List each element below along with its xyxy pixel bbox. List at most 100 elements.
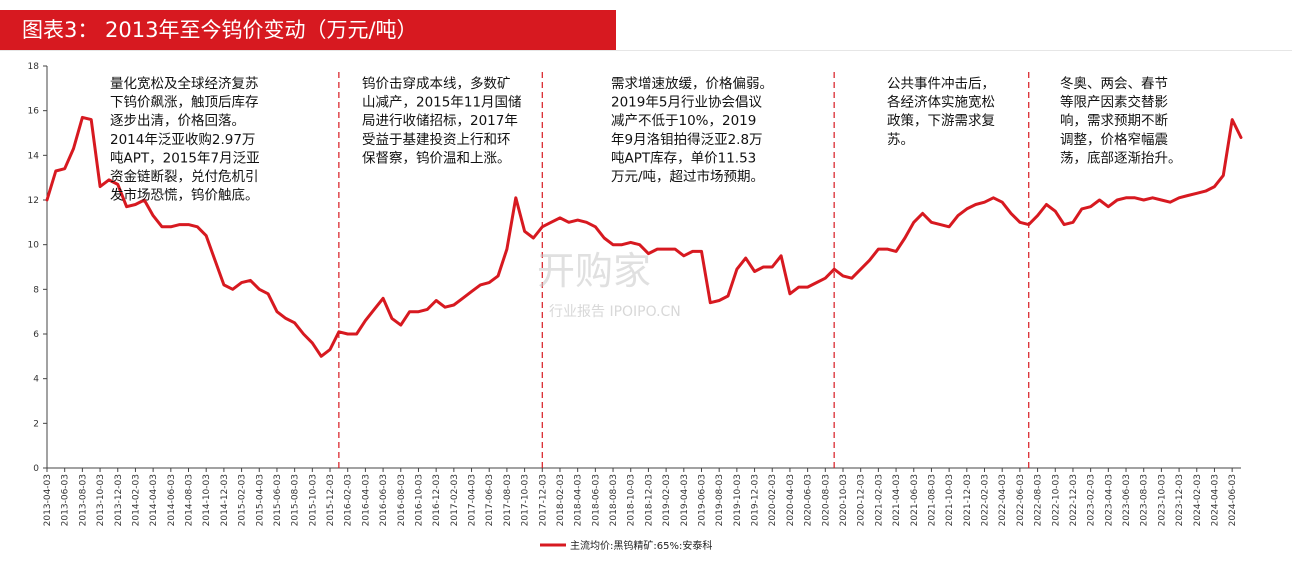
- series-line: [45, 115, 1243, 358]
- annotation-line: 公共事件冲击后，: [887, 76, 995, 92]
- watermark-site: 行业报告 IPOIPO.CN: [549, 304, 681, 320]
- x-tick-label: 2021-02-03: [874, 474, 884, 526]
- annotation-line: 量化宽松及全球经济复苏: [110, 75, 259, 92]
- x-tick-label: 2014-08-03: [185, 474, 195, 526]
- x-tick-label: 2016-12-03: [432, 474, 442, 526]
- x-tick-label: 2013-04-03: [43, 474, 53, 526]
- annotation-line: 2014年泛亚收购2.97万: [110, 132, 255, 148]
- x-tick-label: 2020-06-03: [804, 474, 814, 526]
- x-tick-label: 2021-06-03: [910, 474, 920, 526]
- x-tick-label: 2023-08-03: [1140, 474, 1150, 526]
- x-tick-label: 2022-04-03: [998, 474, 1008, 526]
- y-tick-label: 16: [28, 107, 40, 117]
- x-tick-label: 2020-12-03: [857, 474, 867, 526]
- annotation-line: 资金链断裂，兑付危机引: [110, 169, 259, 185]
- x-tick-label: 2018-12-03: [644, 474, 654, 526]
- annotation-text: 钨价击穿成本线，多数矿山减产，2015年11月国储局进行收储招标，2017年受益…: [362, 75, 522, 166]
- x-tick-label: 2018-10-03: [627, 474, 637, 526]
- x-tick-label: 2020-10-03: [839, 474, 849, 526]
- annotation-line: 调整，价格窄幅震: [1060, 131, 1168, 148]
- annotation-line: 保督察，钨价温和上涨。: [362, 149, 511, 166]
- annotation-text: 冬奥、两会、春节等限产因素交替影响，需求预期不断调整，价格窄幅震荡，底部逐渐抬升…: [1060, 75, 1182, 166]
- axes: 0 2 4 6 8 10 12 14 16 18 2013-04-03 2013-06-03 2013-…: [28, 62, 1241, 526]
- y-tick-label: 0: [33, 464, 39, 474]
- annotation-line: 政策，下游需求复: [887, 112, 995, 129]
- x-tick-label: 2020-04-03: [786, 474, 796, 526]
- x-tick-label: 2021-08-03: [927, 474, 937, 526]
- x-tick-label: 2016-06-03: [379, 474, 389, 526]
- annotation-line: 逐步出清，价格回落。: [110, 113, 245, 129]
- annotation-line: 减产不低于10%，2019: [611, 113, 756, 129]
- x-tick-label: 2024-02-03: [1193, 474, 1203, 526]
- x-tick-label: 2016-04-03: [361, 474, 371, 526]
- x-tick-label: 2019-08-03: [715, 474, 725, 526]
- annotation-line: 吨APT库存，单价11.53: [611, 150, 756, 166]
- x-tick-label: 2019-10-03: [733, 474, 743, 526]
- annotation-line: 钨价击穿成本线，多数矿: [362, 75, 511, 92]
- annotation-text: 需求增速放缓，价格偏弱。 2019年5月行业协会倡议减产不低于10%，2019 年9…: [611, 76, 773, 185]
- x-tick-label: 2014-06-03: [167, 474, 177, 526]
- x-tick-label: 2017-08-03: [503, 474, 513, 526]
- x-tick-label: 2015-10-03: [308, 474, 318, 526]
- x-tick-label: 2023-10-03: [1157, 474, 1167, 526]
- x-tick-label: 2018-08-03: [609, 474, 619, 526]
- x-tick-label: 2018-04-03: [574, 474, 584, 526]
- x-tick-label: 2023-04-03: [1104, 474, 1114, 526]
- y-tick-label: 12: [28, 196, 39, 206]
- annotation-line: 等限产因素交替影: [1060, 94, 1168, 111]
- legend: 主流均价:黑钨精矿:65%:安泰科: [540, 539, 712, 552]
- x-tick-label: 2013-06-03: [61, 474, 71, 526]
- x-tick-label: 2021-10-03: [945, 474, 955, 526]
- annotation-line: 各经济体实施宽松: [887, 94, 995, 111]
- annotations: 量化宽松及全球经济复苏下钨价飙涨，触顶后库存逐步出清，价格回落。 2014年泛亚收…: [110, 75, 1182, 204]
- x-tick-label: 2014-02-03: [131, 474, 141, 526]
- x-tick-label: 2017-12-03: [538, 474, 548, 526]
- annotation-line: 年9月洛钼拍得泛亚2.8万: [611, 131, 763, 148]
- annotation-line: 2019年5月行业协会倡议: [611, 95, 762, 111]
- x-tick-label: 2016-08-03: [397, 474, 407, 526]
- x-tick-label: 2017-04-03: [468, 474, 478, 526]
- annotation-line: 下钨价飙涨，触顶后库存: [110, 95, 259, 111]
- x-tick-label: 2019-06-03: [697, 474, 707, 526]
- y-tick-label: 10: [28, 241, 40, 251]
- y-tick-label: 14: [28, 151, 40, 161]
- x-tick-label: 2020-02-03: [768, 474, 778, 526]
- x-tick-label: 2023-02-03: [1087, 474, 1097, 526]
- annotation-text: 公共事件冲击后， 各经济体实施宽松政策，下游需求复苏。: [887, 76, 995, 148]
- x-tick-label: 2015-06-03: [273, 474, 283, 526]
- x-tick-label: 2023-06-03: [1122, 474, 1132, 526]
- x-tick-label: 2013-10-03: [96, 474, 106, 526]
- title-divider: [0, 50, 1292, 51]
- x-tick-label: 2019-04-03: [680, 474, 690, 526]
- watermark-brand: 开购家: [537, 249, 651, 293]
- x-tick-label: 2021-12-03: [963, 474, 973, 526]
- x-tick-label: 2016-10-03: [414, 474, 424, 526]
- x-tick-label: 2020-08-03: [821, 474, 831, 526]
- x-tick-label: 2017-10-03: [521, 474, 531, 526]
- x-tick-label: 2018-02-03: [556, 474, 566, 526]
- annotation-line: 荡，底部逐渐抬升。: [1060, 150, 1182, 166]
- x-tick-label: 2015-12-03: [326, 474, 336, 526]
- series-layer: [45, 115, 1243, 358]
- x-tick-label: 2015-04-03: [255, 474, 265, 526]
- annotation-line: 吨APT，2015年7月泛亚: [110, 150, 260, 166]
- x-tick-label: 2024-04-03: [1210, 474, 1220, 526]
- annotation-line: 响，需求预期不断: [1060, 113, 1168, 129]
- annotation-line: 需求增速放缓，价格偏弱。: [611, 76, 773, 92]
- x-tick-label: 2022-10-03: [1051, 474, 1061, 526]
- y-tick-label: 6: [33, 330, 39, 340]
- x-tick-label: 2022-06-03: [1016, 474, 1026, 526]
- x-tick-label: 2019-02-03: [662, 474, 672, 526]
- y-tick-label: 8: [33, 285, 39, 295]
- x-tick-label: 2015-02-03: [238, 474, 248, 526]
- x-tick-label: 2018-06-03: [591, 474, 601, 526]
- x-tick-label: 2013-12-03: [114, 474, 124, 526]
- annotation-line: 局进行收储招标，2017年: [362, 113, 518, 129]
- period-dividers: [338, 72, 1030, 468]
- annotation-line: 受益于基建投资上行和环: [362, 131, 511, 148]
- legend-label: 主流均价:黑钨精矿:65%:安泰科: [570, 539, 712, 552]
- annotation-text: 量化宽松及全球经济复苏下钨价飙涨，触顶后库存逐步出清，价格回落。 2014年泛亚收…: [110, 75, 260, 204]
- x-tick-label: 2023-12-03: [1175, 474, 1185, 526]
- annotation-line: 苏。: [887, 132, 914, 148]
- y-tick-label: 18: [28, 62, 40, 72]
